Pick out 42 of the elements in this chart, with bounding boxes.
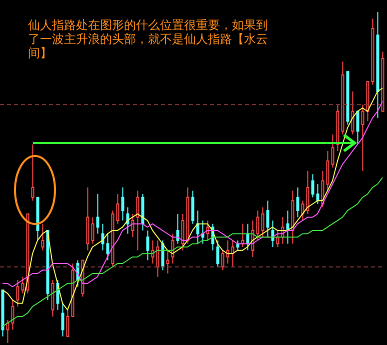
candlestick [331, 134, 334, 168]
candlestick [206, 220, 210, 241]
candlestick [276, 230, 280, 248]
candlestick [271, 220, 274, 248]
candlestick [176, 213, 180, 244]
candlestick [191, 190, 194, 224]
candlestick [266, 200, 270, 238]
candlestick [156, 240, 160, 278]
candlestick [96, 194, 100, 234]
candlestick [66, 309, 70, 337]
candlestick [166, 250, 170, 274]
candlestick [226, 240, 230, 264]
candlestick [21, 276, 24, 294]
candlestick [306, 170, 310, 214]
candlestick [356, 110, 360, 145]
candlestick [221, 250, 224, 271]
candlestick [146, 230, 150, 261]
candlestick [261, 206, 264, 238]
candlestick [31, 144, 34, 202]
candlestick [296, 186, 300, 218]
candlestick [181, 213, 184, 251]
candlestick [11, 299, 14, 330]
candlestick [351, 90, 354, 135]
candlestick [106, 233, 110, 261]
candlestick [61, 302, 64, 337]
candlestick [126, 206, 130, 234]
candlestick [41, 223, 44, 251]
candlestick [216, 240, 220, 268]
candlestick [121, 186, 124, 222]
candlestick [316, 184, 320, 204]
candlestick [16, 280, 20, 308]
candlestick [256, 210, 260, 241]
candlestick [131, 213, 134, 238]
candlestick [91, 216, 94, 244]
candlestick [311, 174, 314, 198]
candlestick [361, 104, 364, 172]
text: 仙人指路处在图形的什么位置很重要，如果到了一波主升浪的头部，就不是仙人指路【水云间】 [28, 18, 269, 60]
candlestick [196, 210, 200, 244]
candlestick [301, 200, 304, 222]
candlestick [136, 190, 140, 251]
candlestick [116, 194, 120, 224]
candlestick [326, 150, 330, 192]
